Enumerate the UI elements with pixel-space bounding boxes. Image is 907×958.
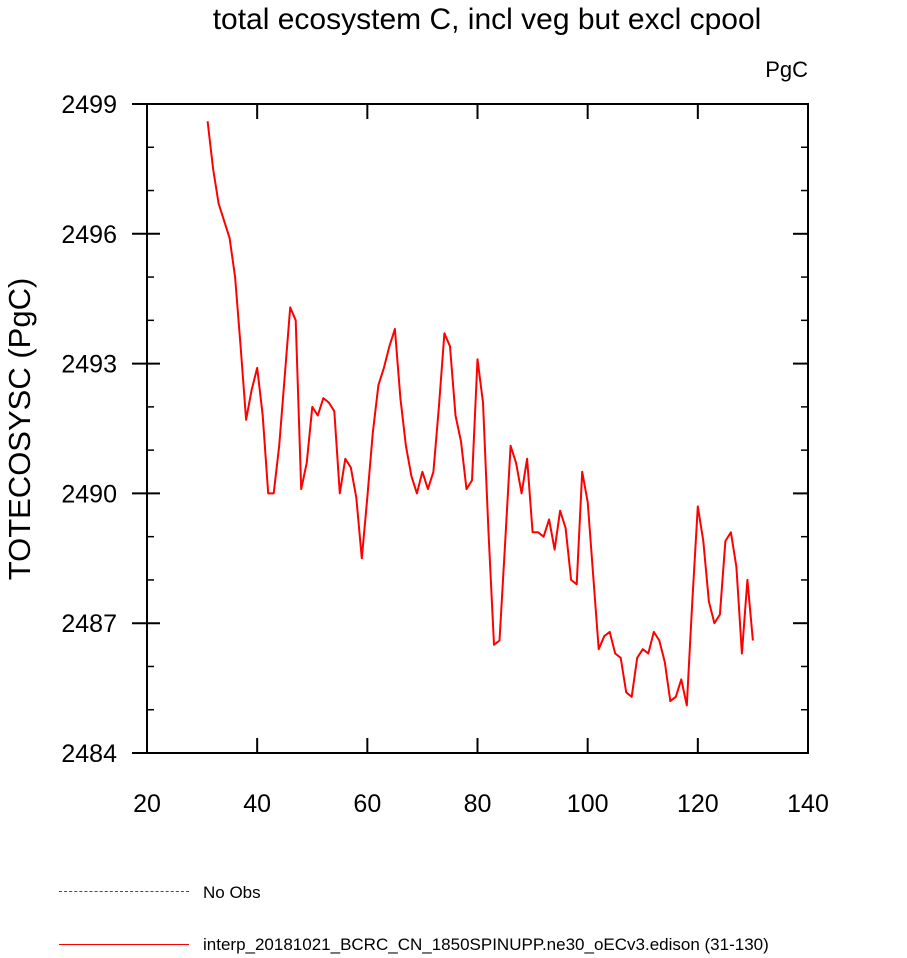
legend-model-label: interp_20181021_BCRC_CN_1850SPINUPP.ne30… — [203, 935, 769, 954]
y-tick-label: 2484 — [61, 740, 117, 768]
x-tick-labels: 20 40 60 80 100 120 140 — [133, 790, 829, 818]
axis-ticks — [132, 103, 809, 754]
y-tick-label: 2490 — [61, 480, 117, 508]
x-tick-label: 120 — [677, 790, 719, 818]
chart-title: total ecosystem C, incl veg but excl cpo… — [213, 3, 762, 36]
x-tick-label: 20 — [133, 790, 161, 818]
legend-model-swatch — [59, 944, 189, 945]
x-tick-label: 40 — [243, 790, 271, 818]
y-axis-label: TOTECOSYSC (PgC) — [2, 278, 37, 581]
x-tick-label: 60 — [353, 790, 381, 818]
x-tick-label: 140 — [787, 790, 829, 818]
x-tick-label: 80 — [464, 790, 492, 818]
legend-no-obs-label: No Obs — [203, 883, 261, 902]
units-label: PgC — [765, 57, 808, 82]
series-group — [206, 121, 754, 707]
y-tick-label: 2487 — [61, 610, 117, 638]
legend-no-obs-swatch — [59, 891, 189, 892]
plot-frame — [146, 103, 809, 754]
y-tick-label: 2499 — [61, 91, 117, 119]
y-tick-labels: 2484 2487 2490 2493 2496 2499 — [61, 91, 117, 768]
y-tick-label: 2493 — [61, 351, 117, 379]
series-line — [206, 121, 754, 707]
y-tick-label: 2496 — [61, 221, 117, 249]
x-tick-label: 100 — [567, 790, 609, 818]
